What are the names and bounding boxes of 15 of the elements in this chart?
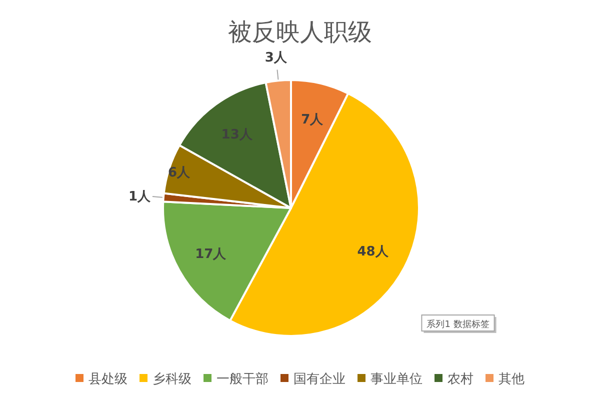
legend-label: 一般干部 xyxy=(216,372,268,387)
chart-title: 被反映人职级 xyxy=(228,18,372,46)
legend-label: 农村 xyxy=(448,372,474,387)
data-label: 6人 xyxy=(168,166,190,181)
legend-label: 国有企业 xyxy=(294,372,346,387)
data-label: 48人 xyxy=(357,244,388,260)
data-label: 17人 xyxy=(195,247,226,262)
annotation: 系列1 数据标签 xyxy=(421,314,496,333)
legend-label: 其他 xyxy=(498,372,524,387)
legend-label: 事业单位 xyxy=(370,372,422,387)
data-label: 7人 xyxy=(301,112,324,128)
data-label: 3人 xyxy=(264,50,287,66)
legend-label: 乡科级 xyxy=(152,372,192,387)
data-label: 1人 xyxy=(128,189,151,204)
legend-label: 县处级 xyxy=(88,372,128,387)
